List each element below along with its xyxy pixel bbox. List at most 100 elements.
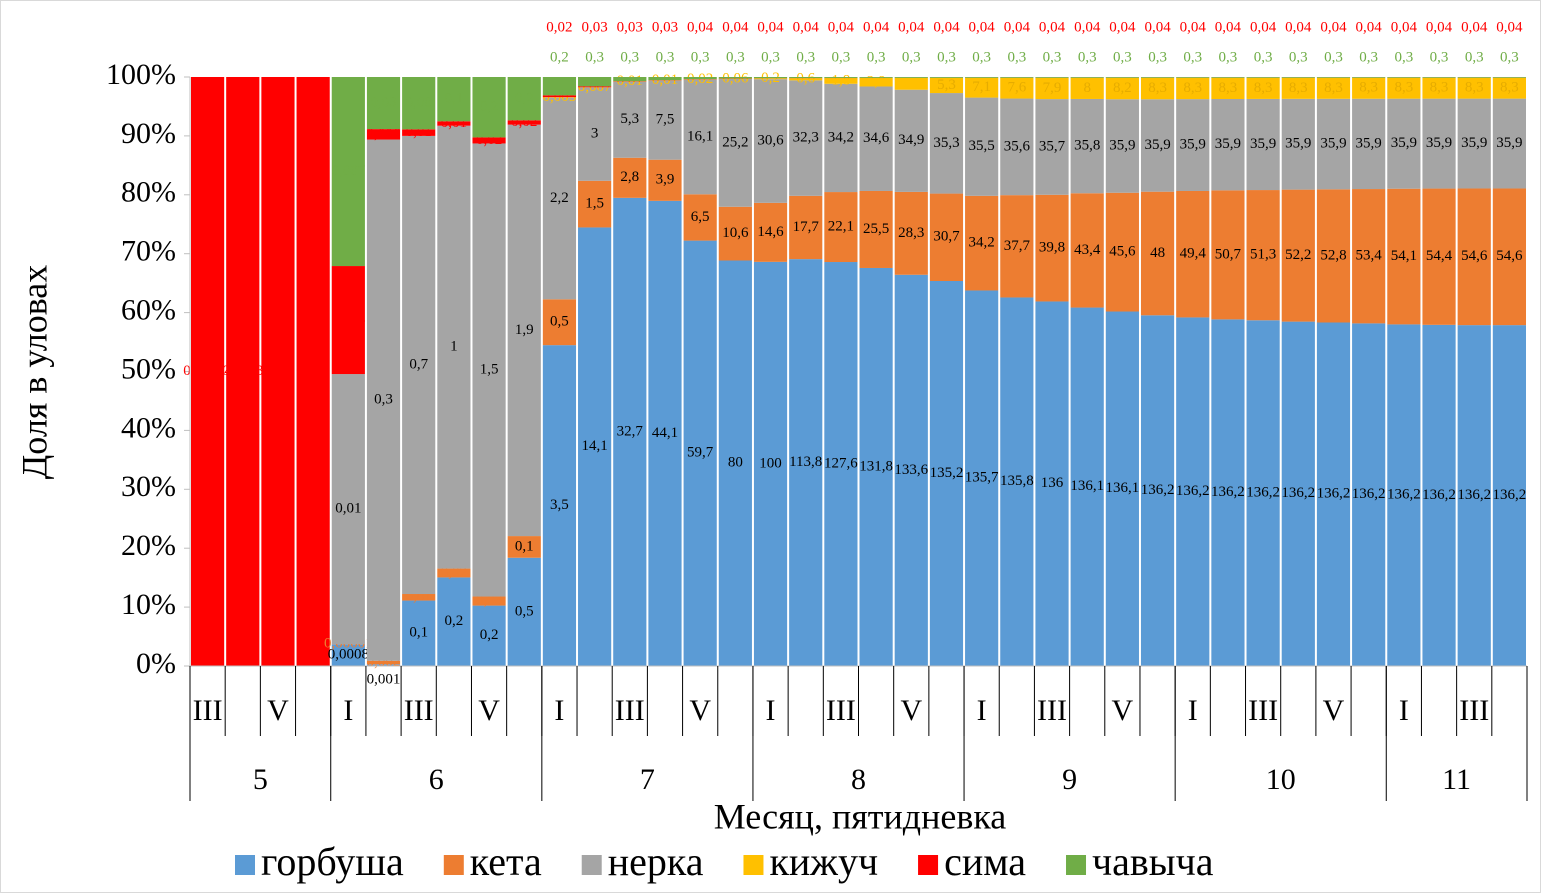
data-label: 0,3 [620,49,639,65]
data-label: 32,7 [617,423,644,439]
bar-segment [1000,98,1034,196]
data-label: 30,7 [933,229,960,245]
data-label: 1,5 [480,361,499,377]
legend-swatch [918,855,939,875]
data-label: 2,8 [620,169,639,185]
bar-segment [578,180,612,228]
data-label: 44,1 [652,425,678,441]
data-label: 35,5 [969,138,995,154]
bar-segment [1035,194,1069,302]
data-label: 0,04 [969,19,996,35]
data-label: 136,2 [1211,484,1245,500]
bar-segment [1070,98,1104,194]
data-label: 0,04 [1004,19,1031,35]
data-label: 0,3 [1043,49,1062,65]
bar-segment [929,193,964,282]
data-label: 136,2 [1176,483,1210,499]
data-label: 35,9 [1180,136,1206,152]
bar-segment [191,77,225,666]
data-label: 0,2 [480,627,499,643]
data-label: 136,1 [1106,480,1140,496]
data-label: 35,9 [1356,135,1382,151]
bar-segment [1457,325,1491,666]
bar-segment [1457,77,1491,78]
x-axis-title: Месяц, пятидневка [714,796,1007,836]
data-label: 50,7 [1215,246,1242,262]
month-label: 6 [429,763,444,796]
data-label: 0,3 [761,49,780,65]
data-label: 133,6 [894,462,928,478]
bar-segment [789,77,823,79]
bar-segment [578,86,612,88]
bar-segment [1492,325,1526,666]
month-label: 5 [253,763,268,796]
data-label: 35,9 [1426,135,1452,151]
data-label: 0,3 [832,49,851,65]
bar-segment [1492,188,1526,326]
data-label: 136,2 [1317,486,1351,502]
data-label: 7,5 [656,112,675,128]
data-label: 0,007 [331,163,365,179]
bar-segment [1140,99,1175,192]
data-label: 49,4 [1180,246,1207,262]
data-label: 0,001 [367,671,401,687]
bar-segment [1352,77,1386,78]
bar-segment [1000,297,1034,666]
data-label: 54,6 [1461,248,1488,264]
data-label: 136 [1041,475,1064,491]
bar-segment [472,596,506,606]
data-label: 35,6 [1004,138,1031,154]
y-tick-label: 30% [121,470,176,503]
data-label: 25,5 [863,221,889,237]
data-label: 0,2 [515,90,534,106]
x-tick-label: I [1399,694,1409,727]
bar-segment [965,77,999,98]
bar-segment [1246,77,1280,78]
y-tick-label: 0% [136,647,176,680]
bar-segment [1035,99,1069,195]
bar-segment [824,83,858,193]
x-tick-label: III [615,694,645,727]
data-label: 0,3 [1183,49,1202,65]
data-label: 0,04 [1215,19,1242,35]
bar-segment [1422,98,1456,189]
data-label: 0,3 [867,49,886,65]
bar-segment [507,124,541,537]
data-label: 127,6 [824,455,858,471]
bar-segment [402,594,436,601]
data-label: 0,04 [722,19,749,35]
data-label: 136,2 [1422,487,1456,503]
data-label: 4 [908,75,916,91]
month-label: 9 [1062,763,1077,796]
bar-segment [437,568,471,578]
bar-segment [331,644,365,666]
month-label: 8 [851,763,866,796]
data-label: 59,7 [687,445,714,461]
data-label: 8,3 [1183,80,1202,96]
bar-segment [1457,98,1491,189]
bar-segment [859,267,893,666]
bar-segment [1422,77,1456,99]
bar-segment [965,195,999,291]
bar-segment [929,281,964,666]
data-label: 8,3 [1430,80,1449,96]
bar-segment [437,121,471,126]
legend-label: нерка [608,839,704,884]
x-tick-label: III [404,694,434,727]
data-label: 0,3 [1254,49,1273,65]
bar-segment [1281,98,1315,190]
data-label: 0,04 [1320,19,1347,35]
data-label: 0,04 [1391,19,1418,35]
bar-segment [824,78,858,84]
bar-segment [859,190,893,268]
bar-segment [753,79,788,203]
bar-segment [472,77,506,138]
bar-segment [1316,98,1351,190]
data-label: 35,9 [1215,136,1241,152]
bar-segment [1316,77,1351,99]
data-label: 39,8 [1039,240,1065,256]
bar-segment [472,137,506,144]
data-label: 0,02 [546,19,572,35]
bar-segment [542,97,577,300]
data-label: 1,9 [515,322,534,338]
